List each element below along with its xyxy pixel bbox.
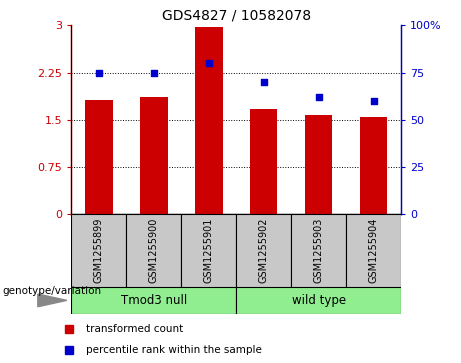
Text: transformed count: transformed count	[87, 323, 183, 334]
Bar	[291, 214, 346, 287]
Text: GSM1255904: GSM1255904	[369, 218, 378, 283]
Title: GDS4827 / 10582078: GDS4827 / 10582078	[162, 9, 311, 23]
Text: wild type: wild type	[292, 294, 346, 307]
Bar	[140, 97, 168, 214]
Bar	[236, 287, 401, 314]
Point	[205, 60, 213, 66]
Bar	[360, 117, 387, 214]
Text: Tmod3 null: Tmod3 null	[121, 294, 187, 307]
Text: genotype/variation: genotype/variation	[2, 286, 101, 296]
Bar	[126, 214, 181, 287]
Point	[150, 70, 158, 76]
Bar	[181, 214, 236, 287]
Bar	[85, 100, 112, 214]
Text: GSM1255902: GSM1255902	[259, 218, 269, 283]
Bar	[236, 214, 291, 287]
Bar	[195, 27, 223, 214]
Bar	[71, 287, 236, 314]
Text: GSM1255899: GSM1255899	[94, 218, 104, 283]
Bar	[71, 214, 126, 287]
Text: GSM1255901: GSM1255901	[204, 218, 214, 283]
Bar	[346, 214, 401, 287]
Polygon shape	[38, 294, 67, 307]
Point	[95, 70, 103, 76]
Text: percentile rank within the sample: percentile rank within the sample	[87, 345, 262, 355]
Text: GSM1255900: GSM1255900	[149, 218, 159, 283]
Bar	[305, 115, 332, 214]
Point	[370, 98, 377, 104]
Bar	[250, 109, 278, 214]
Point	[315, 94, 322, 100]
Text: GSM1255903: GSM1255903	[313, 218, 324, 283]
Point	[260, 79, 267, 85]
